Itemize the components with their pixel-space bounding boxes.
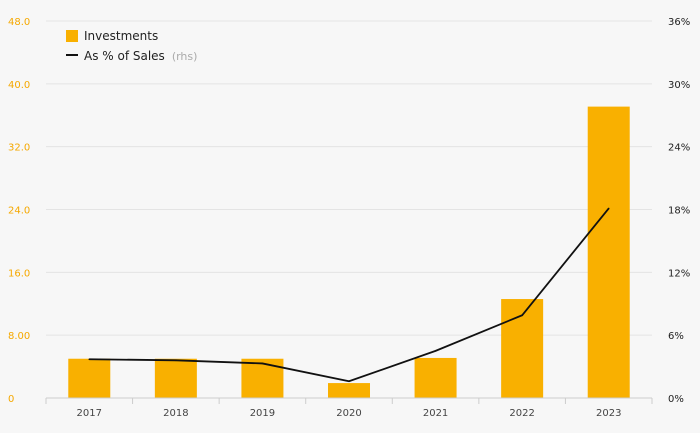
left-tick-label: 16.0 [8,268,30,279]
left-tick-label: 0 [8,394,14,405]
right-tick-label: 36% [668,17,690,28]
right-tick-label: 0% [668,394,684,405]
line-point-2022 [521,314,523,317]
left-tick-label: 48.0 [8,17,30,28]
x-tick-label: 2021 [423,408,448,419]
x-tick-label: 2023 [596,408,621,419]
x-tick-label: 2020 [336,408,361,419]
x-axis: 2017 2018 2019 2020 2021 2022 2023 [45,397,653,419]
bar-2019 [241,358,284,398]
legend-label-investments: Investments [84,29,158,43]
right-tick-label: 6% [668,331,684,342]
bar-series [68,106,630,399]
bar-2023 [587,106,630,399]
line-series [88,207,610,383]
right-tick-label: 24% [668,143,690,154]
left-tick-label: 24.0 [8,206,30,217]
line-point-2018 [175,359,177,362]
left-tick-label: 8.00 [8,331,30,342]
bar-2017 [68,358,111,398]
x-tick-label: 2018 [163,408,188,419]
left-tick-label: 40.0 [8,80,30,91]
x-tick-label: 2019 [250,408,275,419]
left-tick-label: 32.0 [8,143,30,154]
line-point-2020 [348,380,350,383]
left-axis-ticks: 0 8.00 16.0 24.0 32.0 40.0 48.0 [8,17,30,405]
x-tick-label: 2022 [509,408,534,419]
bar-2020 [328,383,370,398]
legend-swatch-investments [66,30,78,42]
bar-2018 [154,358,197,398]
bar-2021 [414,357,457,398]
legend: Investments As % of Sales (rhs) [66,29,197,64]
x-tick-label: 2017 [77,408,102,419]
line-point-2017 [88,358,91,361]
right-tick-label: 18% [668,206,690,217]
right-tick-label: 30% [668,80,690,91]
line-point-2021 [434,350,437,352]
right-axis-ticks: 0% 6% 12% 18% 24% 30% 36% [668,17,690,405]
gridlines [46,20,652,336]
legend-label-sales-pct: As % of Sales (rhs) [84,47,197,64]
line-point-2019 [261,362,264,365]
line-point-2023 [607,207,610,210]
right-tick-label: 12% [668,268,690,279]
